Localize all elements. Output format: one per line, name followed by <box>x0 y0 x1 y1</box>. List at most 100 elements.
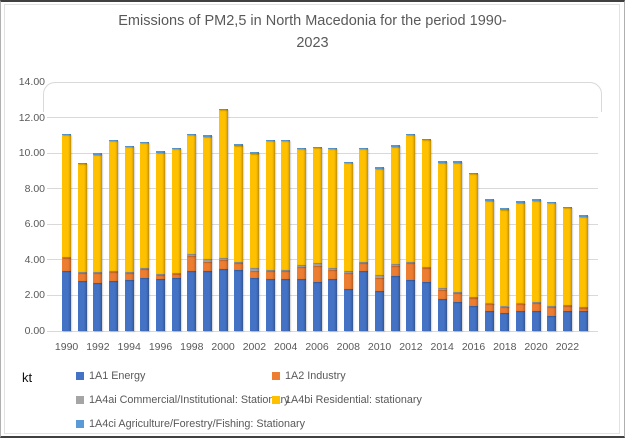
bar-segment-1A4ai <box>469 297 478 299</box>
legend-item-1A4ci: 1A4ci Agriculture/Forestry/Fishing: Stat… <box>76 417 305 431</box>
bar-segment-1A4ai <box>328 267 338 270</box>
legend-swatch <box>76 395 84 404</box>
bar-segment-1A2 <box>249 270 259 278</box>
bar-segment-1A1 <box>140 277 150 331</box>
bar-segment-1A4ci <box>375 167 385 169</box>
bar-segment-1A2 <box>547 306 557 316</box>
bar-segment-1A4ci <box>156 151 165 153</box>
bar-segment-1A1 <box>437 299 447 331</box>
chart-title-line2: 2023 <box>296 35 329 51</box>
bar-segment-1A1 <box>390 275 400 331</box>
bar-segment-1A1 <box>406 280 416 331</box>
bar-segment-1A4ci <box>422 138 432 141</box>
x-tick-label: 2022 <box>555 341 580 353</box>
bar-2004 <box>281 139 291 331</box>
bar-2013 <box>422 138 432 331</box>
bar-segment-1A1 <box>93 282 103 331</box>
bar-segment-1A1 <box>328 279 338 331</box>
bar-segment-1A2 <box>93 273 103 283</box>
bar-segment-1A4ai <box>187 253 197 257</box>
bar-segment-1A4bi <box>171 149 181 274</box>
bar-segment-1A2 <box>124 273 134 281</box>
bar-segment-1A1 <box>500 313 510 331</box>
y-tick-label: 0.00 <box>24 325 45 337</box>
legend-item-1A1: 1A1 Energy <box>76 369 145 383</box>
bar-1993 <box>109 139 119 331</box>
bar-segment-1A4ci <box>328 147 338 150</box>
legend-swatch <box>272 371 280 380</box>
legend-label: 1A2 Industry <box>285 370 346 382</box>
bar-segment-1A1 <box>124 280 134 331</box>
x-tick-label: 2000 <box>211 341 235 353</box>
bar-segment-1A1 <box>453 301 463 331</box>
legend-label: 1A4ai Commercial/Institutional: Stationa… <box>89 394 290 406</box>
bar-segment-1A1 <box>484 310 494 331</box>
x-tick-label: 2012 <box>399 341 423 353</box>
bar-segment-1A2 <box>109 272 119 282</box>
bar-segment-1A4ci <box>62 133 72 136</box>
bar-segment-1A4ai <box>515 302 525 304</box>
bar-1995 <box>140 141 150 331</box>
bar-2003 <box>265 139 275 331</box>
bar-segment-1A4ai <box>62 257 72 259</box>
bar-segment-1A4ai <box>390 264 400 267</box>
y-tick-label: 6.00 <box>24 218 45 231</box>
bar-segment-1A2 <box>531 302 541 312</box>
bar-segment-1A1 <box>296 278 306 331</box>
bar-segment-1A4ci <box>109 139 119 142</box>
bar-segment-1A1 <box>531 311 541 331</box>
bar-segment-1A4bi <box>187 135 197 254</box>
bar-segment-1A4ci <box>562 206 572 208</box>
bar-segment-1A1 <box>562 311 572 331</box>
x-tick-label: 2004 <box>274 341 298 353</box>
bar-segment-1A2 <box>202 261 212 271</box>
bar-segment-1A4ci <box>437 161 447 163</box>
bar-segment-1A4ci <box>390 145 400 147</box>
bar-segment-1A4ai <box>249 267 259 271</box>
bar-segment-1A4bi <box>437 162 447 289</box>
bar-2022 <box>562 206 572 331</box>
gridline <box>47 117 598 119</box>
bar-segment-1A4bi <box>328 149 338 268</box>
bar-segment-1A4bi <box>500 209 510 306</box>
bar-segment-1A1 <box>515 311 525 331</box>
bar-segment-1A4bi <box>124 147 134 273</box>
bar-2009 <box>359 147 369 331</box>
bar-segment-1A4bi <box>531 200 541 302</box>
bar-segment-1A2 <box>265 271 275 280</box>
bar-1992 <box>93 153 103 331</box>
bar-2023 <box>578 215 588 331</box>
bar-segment-1A4ci <box>359 147 369 150</box>
bar-segment-1A1 <box>578 311 588 331</box>
bar-segment-1A2 <box>156 274 165 280</box>
bar-segment-1A1 <box>109 281 119 331</box>
bar-segment-1A2 <box>578 307 588 312</box>
bar-2021 <box>547 202 557 331</box>
chart-title: Emissions of PM2,5 in North Macedonia fo… <box>1 10 624 54</box>
bar-2007 <box>328 147 338 331</box>
bar-segment-1A4ci <box>265 139 275 142</box>
bar-segment-1A4ai <box>77 272 87 274</box>
bar-segment-1A2 <box>484 303 494 311</box>
bar-segment-1A2 <box>312 266 322 283</box>
bar-2008 <box>343 162 353 331</box>
bar-segment-1A4bi <box>234 145 244 262</box>
chart-title-line1: Emissions of PM2,5 in North Macedonia fo… <box>118 13 507 29</box>
bar-segment-1A4ai <box>453 291 463 293</box>
bar-segment-1A4ai <box>422 267 432 268</box>
bar-segment-1A2 <box>437 290 447 299</box>
bar-segment-1A2 <box>62 258 72 271</box>
bar-segment-1A2 <box>140 268 150 278</box>
bar-segment-1A4bi <box>343 163 353 272</box>
bar-segment-1A4bi <box>281 141 291 270</box>
y-tick-label: 14.00 <box>18 76 45 88</box>
bar-segment-1A4bi <box>77 164 87 273</box>
bar-segment-1A4ai <box>281 269 291 272</box>
bar-segment-1A1 <box>281 279 291 331</box>
bar-segment-1A4ai <box>484 302 494 304</box>
bar-segment-1A2 <box>562 305 572 312</box>
bar-segment-1A4ai <box>156 274 165 275</box>
x-tick-label: 2016 <box>461 341 486 353</box>
x-tick-label: 2006 <box>305 341 329 353</box>
bar-1996 <box>156 151 165 331</box>
